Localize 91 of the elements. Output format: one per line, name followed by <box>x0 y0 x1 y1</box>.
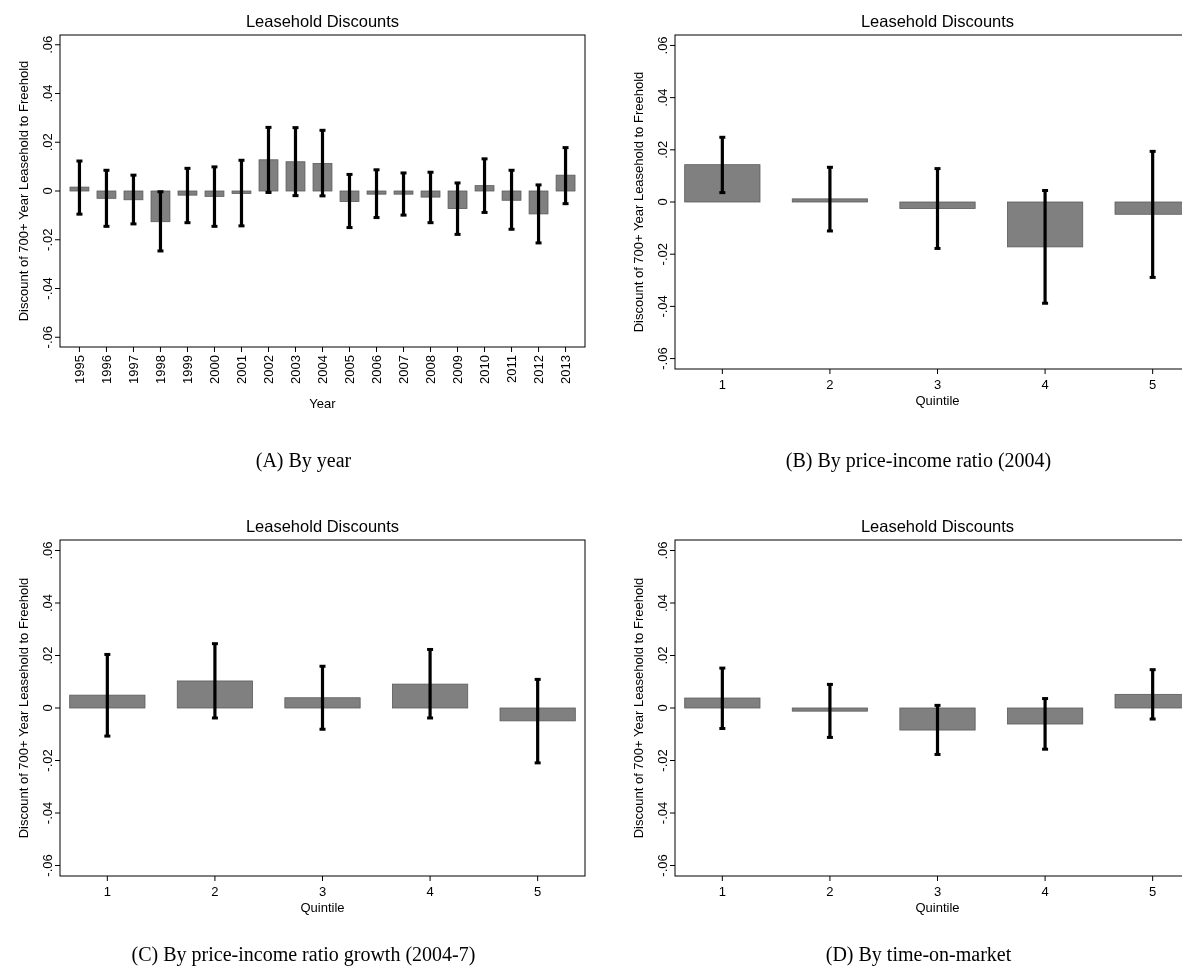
bar <box>1007 201 1084 248</box>
x-tick-label: 3 <box>933 377 942 392</box>
y-axis-title: Discount of 700+ Year Leasehold to Freehold <box>631 71 646 333</box>
x-tick-label: 2012 <box>531 355 547 384</box>
chart-title: Leasehold Discounts <box>860 517 1015 535</box>
text: (A) By year <box>255 449 352 472</box>
y-tick-label: -.02 <box>655 242 670 266</box>
y-tick-label: .04 <box>40 593 55 613</box>
y-tick-label: .02 <box>40 133 55 152</box>
x-tick-label: 2013 <box>558 355 574 384</box>
x-axis-title: Quintile <box>915 900 960 915</box>
x-tick-label: 3 <box>318 884 327 899</box>
bar <box>1007 707 1084 725</box>
x-tick-label: 2010 <box>477 355 493 384</box>
x-tick-label: 2000 <box>206 355 222 384</box>
x-tick-label: 2001 <box>233 355 249 384</box>
chart-title: Leasehold Discounts <box>245 12 400 30</box>
bar <box>69 694 146 709</box>
x-tick-label: 1 <box>718 884 726 899</box>
x-tick-label: 1 <box>103 884 111 899</box>
y-tick-label: -.02 <box>40 749 55 772</box>
y-tick-label: -.02 <box>40 228 55 251</box>
x-tick-label: 5 <box>1149 377 1157 392</box>
y-tick-label: .02 <box>655 646 670 665</box>
x-tick-label: 2011 <box>504 355 520 383</box>
x-tick-label: 2003 <box>287 355 303 384</box>
y-tick-label: -.02 <box>655 749 670 772</box>
x-tick-label: 1997 <box>125 355 141 384</box>
y-axis-title: Discount of 700+ Year Leasehold to Freehold <box>16 577 31 839</box>
text: (B) By price-income ratio (2004) <box>785 449 1052 472</box>
y-tick-label: 0 <box>655 198 670 206</box>
x-tick-label: 2002 <box>260 355 276 384</box>
bar <box>684 697 761 709</box>
y-tick-label: .04 <box>655 88 670 107</box>
chart-title: Leasehold Discounts <box>245 517 400 535</box>
x-tick-label: 2008 <box>423 355 439 384</box>
text: (C) By price-income ratio growth (2004-7) <box>131 943 476 966</box>
bar <box>499 707 576 722</box>
y-tick-label: -.06 <box>655 854 670 877</box>
x-tick-label: 1995 <box>71 355 87 384</box>
x-tick-label: 3 <box>933 884 942 899</box>
y-tick-label: -.04 <box>40 801 55 825</box>
x-tick-label: 2004 <box>315 355 330 384</box>
y-tick-label: -.06 <box>40 326 55 349</box>
x-tick-label: 2007 <box>396 355 412 384</box>
x-tick-label: 2 <box>826 884 834 899</box>
bar <box>791 198 868 203</box>
x-tick-label: 2 <box>826 377 834 392</box>
y-tick-label: .06 <box>655 541 670 560</box>
bar <box>284 697 361 709</box>
y-tick-label: .06 <box>655 36 670 55</box>
x-tick-label: 2006 <box>369 355 385 384</box>
x-tick-label: 5 <box>534 884 542 899</box>
x-tick-label: 1998 <box>152 355 168 384</box>
bar <box>176 680 253 709</box>
x-tick-label: 1996 <box>98 355 114 384</box>
bar <box>899 201 976 209</box>
text: (D) By time-on-market <box>825 943 1012 966</box>
x-axis-title: Quintile <box>915 393 960 408</box>
y-tick-label: .04 <box>655 593 670 613</box>
bar <box>899 707 976 731</box>
y-tick-label: 0 <box>40 187 55 195</box>
x-axis-title: Year <box>309 396 337 411</box>
x-tick-label: 4 <box>426 884 434 899</box>
y-tick-label: .02 <box>655 140 670 159</box>
x-tick-label: 2005 <box>342 355 358 384</box>
y-tick-label: -.06 <box>40 854 55 877</box>
y-tick-label: 0 <box>40 704 55 712</box>
y-tick-label: .04 <box>40 84 55 103</box>
y-tick-label: -.04 <box>655 295 670 318</box>
y-tick-label: .06 <box>40 35 55 54</box>
y-axis-title: Discount of 700+ Year Leasehold to Freehold <box>16 60 31 322</box>
chart-title: Leasehold Discounts <box>860 12 1015 30</box>
x-axis-title: Quintile <box>300 900 345 915</box>
x-tick-label: 2 <box>211 884 219 899</box>
x-tick-label: 2009 <box>450 355 466 384</box>
x-tick-label: 5 <box>1149 884 1157 899</box>
x-tick-label: 1999 <box>179 355 195 384</box>
y-tick-label: .02 <box>40 646 55 665</box>
y-axis-title: Discount of 700+ Year Leasehold to Freehold <box>631 577 646 839</box>
bar <box>392 683 469 709</box>
y-tick-label: -.04 <box>655 801 670 825</box>
y-tick-label: -.06 <box>655 347 670 370</box>
x-tick-label: 4 <box>1041 377 1049 392</box>
x-tick-label: 4 <box>1041 884 1049 899</box>
x-tick-label: 1 <box>718 377 726 392</box>
bar <box>684 164 761 203</box>
y-tick-label: -.04 <box>40 277 55 300</box>
y-tick-label: .06 <box>40 541 55 560</box>
bar <box>791 707 868 712</box>
y-tick-label: 0 <box>655 704 670 712</box>
